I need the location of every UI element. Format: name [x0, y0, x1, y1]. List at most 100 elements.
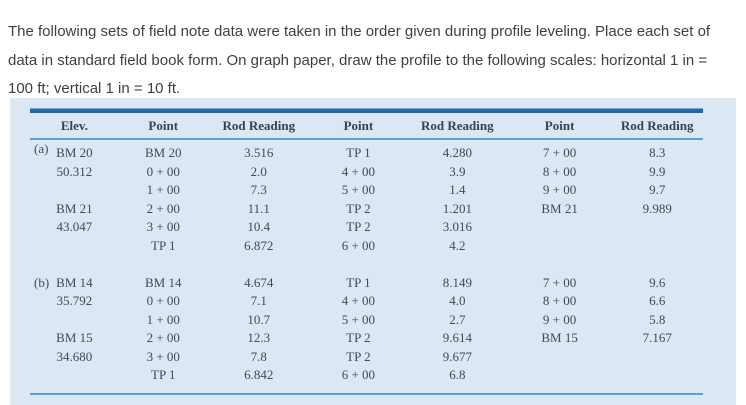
elev-cell: (a) BM 20 [30, 139, 119, 163]
rod-reading-cell: 9.614 [442, 330, 472, 345]
column-header-point-2: Point [309, 113, 407, 140]
point-cell: 7 + 00 [542, 145, 577, 160]
table-row: BM 15 2 + 00 12.3 TP 2 9.614 BM 15 7.167 [30, 329, 703, 348]
field-notes-tbody: (a) BM 20 BM 20 3.516 TP 1 4.280 7 + 00 8.3 50.3… [30, 139, 703, 385]
rod-reading-cell: 6.6 [649, 293, 666, 308]
column-header-elev: Elev. [30, 113, 119, 140]
elev-value: BM 21 [56, 200, 93, 216]
table-bottom-rule [30, 392, 703, 395]
section-label: (a) [34, 141, 49, 156]
rod-reading-cell [611, 348, 703, 367]
rod-reading-cell: 8.149 [442, 274, 472, 290]
table-row: TP 1 6.872 6 + 00 4.2 [30, 237, 703, 256]
point-cell: 6 + 00 [341, 367, 376, 382]
rod-reading-cell: 12.3 [247, 330, 271, 345]
point-cell: 3 + 00 [146, 219, 180, 234]
elev-cell [30, 311, 119, 330]
rod-reading-cell: 2.7 [449, 311, 466, 327]
point-cell: 6 + 00 [341, 237, 376, 253]
elev-cell: (b) BM 14 [30, 274, 119, 293]
point-cell: TP 1 [151, 237, 176, 253]
elev-cell [30, 181, 119, 200]
column-header-point-3: Point [507, 113, 612, 140]
point-cell [508, 348, 612, 367]
rod-reading-cell: 1.4 [449, 182, 466, 197]
elev-cell [30, 366, 119, 385]
rod-reading-cell: 8.3 [649, 145, 666, 160]
table-row: 43.047 3 + 00 10.4 TP 2 3.016 [30, 218, 703, 237]
field-notes-panel-inner: Elev. Point Rod Reading Point Rod Readin… [30, 108, 703, 395]
point-cell: 1 + 00 [146, 311, 180, 327]
problem-statement: The following sets of field note data we… [8, 23, 711, 97]
rod-reading-cell: 9.677 [442, 348, 472, 364]
elev-cell: 43.047 [30, 218, 119, 237]
table-row: 50.312 0 + 00 2.0 4 + 00 3.9 8 + 00 9.9 [30, 163, 703, 182]
rod-reading-cell: 3.516 [244, 145, 274, 160]
rod-reading-cell: 10.4 [247, 219, 271, 234]
point-cell: 5 + 00 [341, 311, 376, 327]
rod-reading-cell: 7.3 [250, 182, 267, 197]
point-cell: TP 1 [346, 274, 371, 290]
column-header-rod-reading-3: Rod Reading [611, 113, 703, 140]
point-cell: 5 + 00 [341, 182, 376, 197]
elev-value: 43.047 [56, 219, 93, 234]
point-cell: 4 + 00 [341, 163, 376, 179]
rod-reading-cell [611, 218, 703, 237]
elev-cell: BM 15 [30, 329, 119, 348]
elev-cell: 35.792 [30, 292, 119, 311]
elev-cell: BM 21 [30, 200, 119, 219]
point-cell: TP 1 [151, 367, 176, 382]
table-row: TP 1 6.842 6 + 00 6.8 [30, 366, 703, 385]
rod-reading-cell: 6.842 [244, 367, 274, 382]
rod-reading-cell: 11.1 [247, 200, 270, 216]
point-cell: 2 + 00 [146, 200, 180, 216]
rod-reading-cell: 7.1 [250, 293, 267, 308]
point-cell: 3 + 00 [146, 348, 180, 364]
point-cell: BM 14 [145, 274, 182, 290]
table-row: 35.792 0 + 00 7.1 4 + 00 4.0 8 + 00 6.6 [30, 292, 703, 311]
rod-reading-cell: 9.989 [642, 200, 672, 216]
rod-reading-cell: 5.8 [649, 311, 666, 327]
table-top-rule [30, 108, 703, 113]
rod-reading-cell: 3.9 [449, 163, 466, 179]
point-cell: 9 + 00 [542, 182, 577, 197]
point-cell: 8 + 00 [542, 293, 577, 308]
rod-reading-cell [611, 366, 703, 385]
point-cell: 2 + 00 [146, 330, 180, 345]
rod-reading-cell: 2.0 [250, 163, 267, 179]
point-cell: BM 21 [541, 200, 578, 216]
rod-reading-cell: 9.6 [649, 274, 666, 290]
table-row: 34.680 3 + 00 7.8 TP 2 9.677 [30, 348, 703, 367]
elev-value: BM 15 [56, 330, 93, 345]
rod-reading-cell: 4.0 [449, 293, 466, 308]
rod-reading-cell: 7.8 [250, 348, 267, 364]
point-cell: TP 2 [346, 219, 371, 234]
point-cell: TP 2 [346, 200, 371, 216]
elev-value: BM 14 [56, 274, 93, 290]
elev-value: BM 20 [56, 145, 93, 160]
column-header-rod-reading-1: Rod Reading [207, 113, 310, 140]
section-label: (b) [34, 274, 50, 290]
point-cell [508, 218, 612, 237]
table-row: (a) BM 20 BM 20 3.516 TP 1 4.280 7 + 00 8.3 [30, 139, 703, 163]
elev-value: 34.680 [56, 348, 93, 364]
point-cell [508, 237, 612, 256]
rod-reading-cell: 7.167 [642, 330, 672, 345]
point-cell: BM 20 [145, 145, 182, 160]
elev-value: 50.312 [56, 163, 93, 179]
point-cell: BM 15 [541, 330, 578, 345]
point-cell: 1 + 00 [146, 182, 180, 197]
table-row: BM 21 2 + 00 11.1 TP 2 1.201 BM 21 9.989 [30, 200, 703, 219]
column-header-rod-reading-2: Rod Reading [406, 113, 508, 140]
point-cell: TP 1 [346, 145, 371, 160]
rod-reading-cell: 10.7 [247, 311, 271, 327]
elev-cell: 50.312 [30, 163, 119, 182]
section-gap-row [30, 255, 703, 274]
rod-reading-cell: 9.7 [649, 182, 666, 197]
point-cell: 8 + 00 [542, 163, 577, 179]
elev-value: 35.792 [56, 293, 93, 308]
table-row: 1 + 00 10.7 5 + 00 2.7 9 + 00 5.8 [30, 311, 703, 330]
rod-reading-cell: 4.2 [449, 237, 466, 253]
column-header-point-1: Point [118, 113, 208, 140]
point-cell: 0 + 00 [146, 293, 180, 308]
